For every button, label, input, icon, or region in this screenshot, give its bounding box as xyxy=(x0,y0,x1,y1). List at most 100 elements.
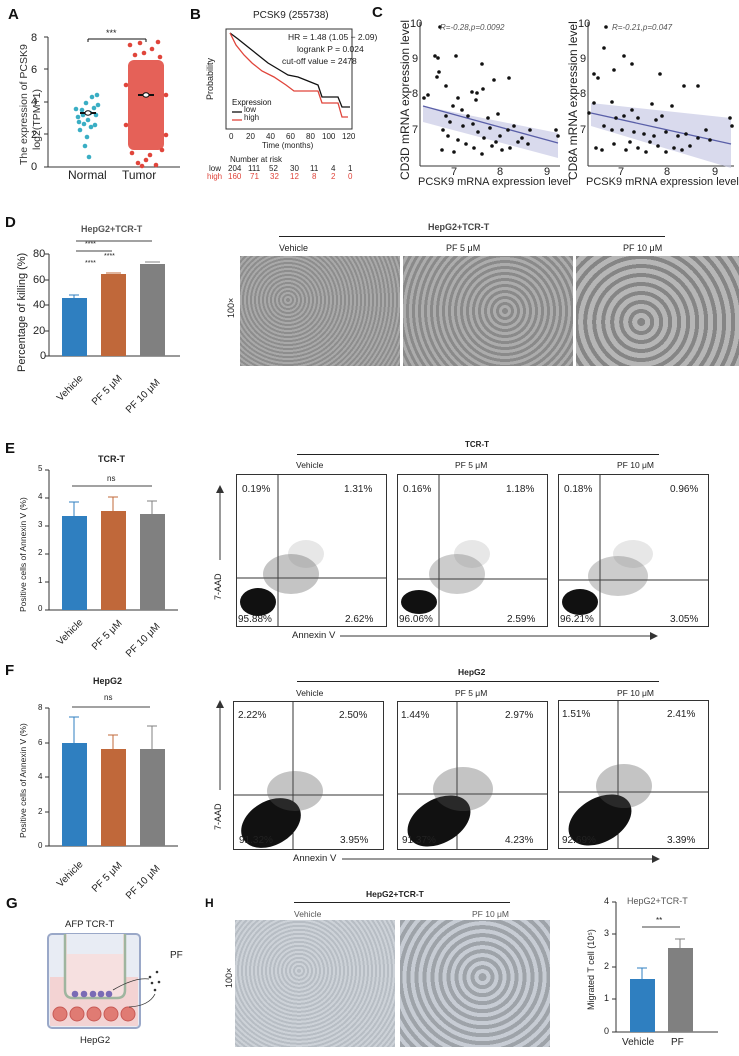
panel-e-group-line xyxy=(297,454,659,455)
panel-b-logrank: logrank P = 0.024 xyxy=(297,44,364,54)
panel-e-flow-label-pf10: PF 10 μM xyxy=(617,460,655,470)
panel-d-group-line xyxy=(279,236,665,237)
panel-c-right-xtick-8: 8 xyxy=(664,166,671,178)
panel-e-yaxis-label: 7-AAD xyxy=(213,573,223,600)
panel-label-c: C xyxy=(372,4,383,21)
panel-b-legend-low: low xyxy=(244,105,257,114)
panel-f-xtick-pf5: PF 5 μM xyxy=(90,860,125,895)
panel-b-risk-title: Number at risk xyxy=(230,155,283,164)
panel-e-yaxis-arrow xyxy=(216,485,224,560)
panel-c-left-ytick-8: 8 xyxy=(412,88,419,100)
panel-f-flow-title: HepG2 xyxy=(458,667,486,677)
panel-d-xtick-vehicle: Vehicle xyxy=(55,373,86,404)
panel-g-bottom-label: HepG2 xyxy=(80,1035,111,1046)
panel-f-yaxis-arrow xyxy=(216,700,224,790)
panel-d-sig-3: **** xyxy=(85,260,96,267)
panel-c-right-ytick-8: 8 xyxy=(580,88,587,100)
panel-c-right-ytick-9: 9 xyxy=(580,53,587,65)
panel-b-cutoff: cut-off value = 2478 xyxy=(282,56,357,66)
panel-c-right-xtick-9: 9 xyxy=(712,166,719,178)
panel-b-km-plot: Expression xyxy=(225,28,353,130)
panel-e-flow-label-pf5: PF 5 μM xyxy=(455,460,488,470)
panel-d-sig-2: **** xyxy=(104,253,115,260)
panel-c-left-ytick-9: 9 xyxy=(412,53,419,65)
panel-label-g: G xyxy=(6,895,18,912)
panel-d-title: HepG2+TCR-T xyxy=(81,224,143,234)
panel-label-b: B xyxy=(190,6,201,23)
panel-d-ytick-20: 20 xyxy=(33,325,46,337)
panel-h-images-title: HepG2+TCR-T xyxy=(366,889,424,899)
panel-f-title: HepG2 xyxy=(93,676,123,686)
panel-b-legend-high: high xyxy=(244,113,260,122)
panel-g-transwell-diagram xyxy=(47,933,161,1029)
panel-f-xtick-vehicle: Vehicle xyxy=(55,859,86,890)
panel-a-ytick-6: 6 xyxy=(31,64,38,76)
panel-d-ytick-0: 0 xyxy=(40,350,47,362)
panel-b-risk-low-label: low xyxy=(209,164,222,173)
panel-h-xtick-vehicle: Vehicle xyxy=(622,1037,655,1048)
panel-h-chart-title: HepG2+TCR-T xyxy=(627,896,688,906)
panel-d-image-label-pf10: PF 10 μM xyxy=(623,243,663,253)
panel-b-xlabel: Time (months) xyxy=(262,141,314,150)
panel-d-sig-1: **** xyxy=(85,241,96,248)
panel-f-ylabel: Positive cells of Annexin V (%) xyxy=(18,723,28,838)
panel-f-yaxis-label: 7-AAD xyxy=(213,803,223,830)
panel-e-xaxis-label: Annexin V xyxy=(292,630,336,641)
panel-c-left-xtick-7: 7 xyxy=(451,166,458,178)
panel-e-xaxis-arrow xyxy=(340,632,658,640)
panel-c-right-xtick-7: 7 xyxy=(618,166,625,178)
panel-label-d: D xyxy=(5,214,16,231)
panel-c-left-xlabel: PCSK9 mRNA expression level xyxy=(418,176,571,188)
panel-d-xtick-pf10: PF 10 μM xyxy=(124,377,163,416)
panel-e-sig: ns xyxy=(107,474,116,483)
panel-f-flow-label-vehicle: Vehicle xyxy=(296,688,324,698)
panel-label-e: E xyxy=(5,440,16,457)
panel-e-xtick-pf10: PF 10 μM xyxy=(124,621,163,660)
panel-c-right-ytick-10: 10 xyxy=(578,18,591,30)
panel-a-significance: *** xyxy=(106,28,117,38)
panel-a-plot xyxy=(44,36,180,169)
panel-d-ylabel: Percentage of killing (%) xyxy=(16,252,28,372)
panel-c-left-stat: R=-0.28,p=0.0092 xyxy=(440,23,505,32)
panel-a-ytick-2: 2 xyxy=(31,129,38,141)
panel-label-h: H xyxy=(205,896,214,910)
panel-e-bar-chart xyxy=(45,469,178,611)
panel-h-xtick-pf: PF xyxy=(671,1037,684,1048)
panel-c-right-stat: R=-0.21,p=0.047 xyxy=(612,23,673,32)
panel-g-drug-label: PF xyxy=(170,950,183,961)
panel-d-ytick-80: 80 xyxy=(33,248,46,260)
panel-b-title: PCSK9 (255738) xyxy=(253,10,329,21)
panel-c-left-xtick-8: 8 xyxy=(497,166,504,178)
panel-c-right-ytick-7: 7 xyxy=(580,124,587,136)
panel-label-a: A xyxy=(8,6,19,23)
panel-c-left-ytick-7: 7 xyxy=(412,124,419,136)
panel-c-left-ytick-10: 10 xyxy=(410,18,423,30)
panel-f-group-line xyxy=(297,681,659,682)
panel-h-magnification: 100× xyxy=(224,967,234,988)
panel-c-left-ylabel: CD3D mRNA expression level xyxy=(398,19,412,180)
micrograph-vehicle xyxy=(240,256,400,366)
panel-e-ylabel: Positive cells of Annexin V (%) xyxy=(18,497,28,612)
panel-d-image-label-vehicle: Vehicle xyxy=(279,243,309,253)
panel-a-xlabel-normal: Normal xyxy=(68,168,107,182)
panel-d-images-title: HepG2+TCR-T xyxy=(428,222,490,232)
panel-b-legend-title: Expression xyxy=(232,98,272,107)
panel-f-xaxis-arrow xyxy=(342,855,660,863)
panel-f-flow-label-pf5: PF 5 μM xyxy=(455,688,488,698)
panel-g-top-label: AFP TCR-T xyxy=(65,919,115,930)
panel-d-ytick-40: 40 xyxy=(33,299,46,311)
micrograph-pf5 xyxy=(403,256,573,366)
panel-f-xaxis-label: Annexin V xyxy=(293,853,337,864)
panel-f-bar-chart xyxy=(45,706,178,847)
panel-e-flow-label-vehicle: Vehicle xyxy=(296,460,324,470)
panel-f-flow-label-pf10: PF 10 μM xyxy=(617,688,655,698)
panel-c-left-scatter xyxy=(419,22,560,168)
panel-f-sig: ns xyxy=(104,693,113,702)
panel-label-f: F xyxy=(5,662,15,679)
micrograph-pf10 xyxy=(576,256,739,366)
panel-d-xtick-pf5: PF 5 μM xyxy=(90,373,125,408)
panel-b-risk-high-label: high xyxy=(207,172,223,181)
micrograph-h-vehicle xyxy=(235,920,395,1047)
panel-c-right-ylabel: CD8A mRNA expression level xyxy=(566,21,580,180)
panel-e-xtick-vehicle: Vehicle xyxy=(55,617,86,648)
